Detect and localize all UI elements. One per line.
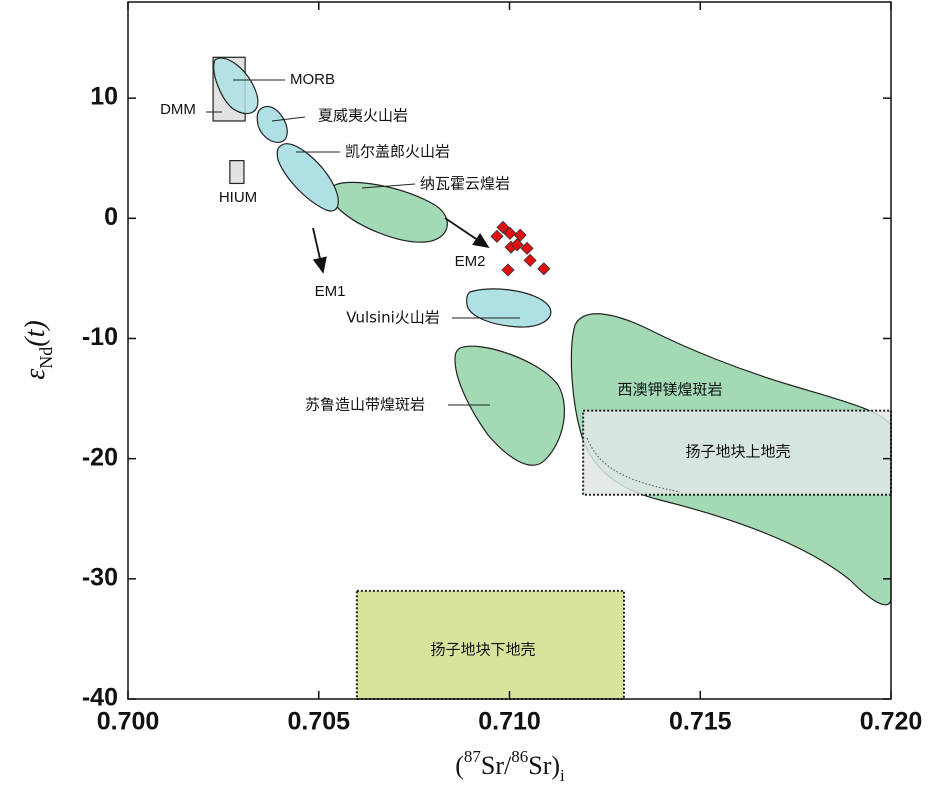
x-label-part: 86 bbox=[511, 747, 528, 766]
em1-arrow bbox=[312, 227, 327, 274]
x-label-part: Sr) bbox=[528, 751, 560, 780]
y-tick-label: -10 bbox=[82, 323, 118, 351]
fields bbox=[256, 105, 892, 606]
y-axis-label: εNd(t) bbox=[20, 320, 56, 379]
annotation: 纳瓦霍云煌岩 bbox=[420, 175, 510, 193]
y-label-part: ε bbox=[20, 369, 51, 380]
x-tick-label: 0.705 bbox=[287, 708, 350, 736]
data-point bbox=[523, 253, 537, 267]
annotation: 苏鲁造山带煌斑岩 bbox=[305, 396, 425, 414]
em2-arrow bbox=[444, 217, 490, 249]
data-point bbox=[537, 262, 551, 276]
x-label-part: Sr/ bbox=[481, 751, 512, 780]
region-label: DMM bbox=[160, 101, 196, 118]
x-tick-label: 0.710 bbox=[478, 708, 541, 736]
y-tick-label: -30 bbox=[82, 563, 118, 591]
y-tick-label: 0 bbox=[104, 203, 118, 231]
leaders bbox=[206, 79, 520, 406]
y-label-part: Nd bbox=[36, 347, 56, 369]
x-label-part: 87 bbox=[464, 747, 482, 766]
region bbox=[229, 160, 245, 185]
x-axis-label: (87Sr/86Sr)i bbox=[455, 747, 565, 785]
annotation: 夏威夷火山岩 bbox=[318, 107, 408, 125]
y-tick-label: 10 bbox=[90, 83, 118, 111]
annotation: MORB bbox=[290, 71, 335, 88]
vulsini-field bbox=[466, 288, 552, 328]
region bbox=[582, 409, 893, 496]
x-tick-label: 0.715 bbox=[669, 708, 732, 736]
x-tick-label: 0.700 bbox=[97, 708, 160, 736]
x-label-part: i bbox=[560, 766, 565, 785]
x-label-part: ( bbox=[455, 751, 464, 780]
kerguelen-field bbox=[276, 143, 339, 212]
leader bbox=[361, 183, 416, 189]
x-tick-label: 0.720 bbox=[860, 708, 923, 736]
data-point bbox=[520, 241, 534, 255]
regions bbox=[212, 56, 893, 701]
data-point bbox=[501, 263, 515, 277]
data-point bbox=[490, 229, 504, 243]
data-point bbox=[503, 226, 517, 240]
data-point bbox=[513, 228, 527, 242]
region-label: 扬子地块上地壳 bbox=[685, 443, 790, 461]
data-point bbox=[496, 220, 510, 234]
y-label-part: (t) bbox=[20, 320, 51, 346]
annotation: EM1 bbox=[315, 283, 346, 300]
hidden-boundary bbox=[586, 437, 681, 493]
morb-field bbox=[213, 57, 259, 115]
annotation: 西澳钾镁煌斑岩 bbox=[617, 381, 722, 399]
region-label: HIUM bbox=[219, 189, 257, 206]
data-point bbox=[510, 238, 524, 252]
annotation: 凯尔盖郎火山岩 bbox=[345, 143, 450, 161]
y-tick-label: -40 bbox=[82, 684, 118, 712]
leader bbox=[271, 116, 306, 122]
annotation: Vulsini火山岩 bbox=[346, 309, 440, 327]
annotation: EM2 bbox=[455, 253, 486, 270]
region-label: 扬子地块下地壳 bbox=[430, 641, 535, 659]
sulu-field bbox=[454, 345, 565, 466]
hawaii-field bbox=[256, 105, 288, 143]
y-tick-label: -20 bbox=[82, 443, 118, 471]
